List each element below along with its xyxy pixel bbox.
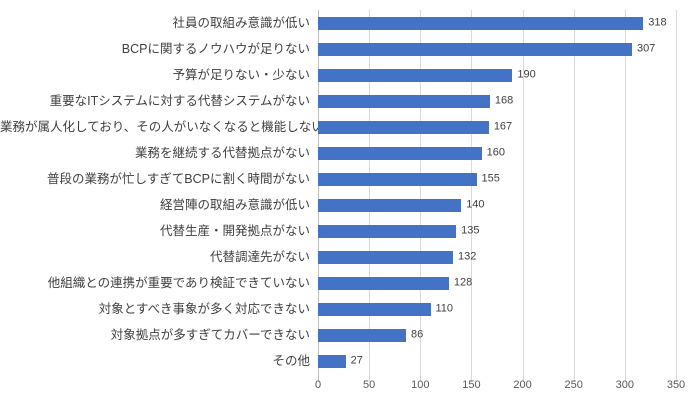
bar <box>318 302 431 316</box>
plot-area: 社員の取組み意識が低い 318 BCPに関するノウハウが足りない 307 予算が足りない… <box>0 10 676 374</box>
x-tick-label: 50 <box>363 379 376 391</box>
chart-row: その他 27 <box>0 348 676 374</box>
bar <box>318 198 462 212</box>
chart-row: 代替調達先がない 132 <box>0 244 676 270</box>
chart-row: BCPに関するノウハウが足りない 307 <box>0 36 676 62</box>
x-tick-label: 150 <box>462 379 481 391</box>
bar-track: 155 <box>318 172 676 186</box>
value-label: 318 <box>648 16 667 29</box>
bar <box>318 16 644 30</box>
category-label: 対象拠点が多すぎてカバーできない <box>110 327 310 342</box>
bar-track: 190 <box>318 68 676 82</box>
category-label: BCPに関するノウハウが足りない <box>121 41 310 56</box>
category-label: 普段の業務が忙しすぎてBCPに割く時間がない <box>47 171 310 186</box>
x-tick-label: 200 <box>513 379 532 391</box>
x-tick-label: 100 <box>411 379 430 391</box>
chart-row: 普段の業務が忙しすぎてBCPに割く時間がない 155 <box>0 166 676 192</box>
chart-row: 重要なITシステムに対する代替システムがない 168 <box>0 88 676 114</box>
category-label: 代替生産・開発拠点がない <box>159 223 310 238</box>
gridline <box>471 10 473 382</box>
bar <box>318 68 513 82</box>
value-label: 190 <box>517 68 536 81</box>
bar-track: 128 <box>318 276 676 290</box>
chart-row: 他組織との連携が重要であり検証できていない 128 <box>0 270 676 296</box>
category-label: 他組織との連携が重要であり検証できていない <box>47 275 310 290</box>
value-label: 168 <box>494 94 514 107</box>
category-label: 予算が足りない・少ない <box>172 67 310 82</box>
category-label: 経営陣の取組み意識が低い <box>159 197 310 212</box>
value-label: 128 <box>453 276 473 289</box>
bar-track: 168 <box>318 94 676 108</box>
bar-track: 318 <box>318 16 676 30</box>
x-tick-label: 250 <box>564 379 583 391</box>
category-label: 業務が属人化しており、その人がいなくなると機能しない <box>0 119 324 134</box>
bar <box>318 94 490 108</box>
gridline <box>369 10 371 382</box>
bar-track: 167 <box>318 120 676 134</box>
bar <box>318 276 449 290</box>
bar-track: 307 <box>318 42 676 56</box>
bar <box>318 120 489 134</box>
bar <box>318 172 477 186</box>
value-label: 135 <box>461 224 480 237</box>
bar-track: 160 <box>318 146 676 160</box>
bar-track: 140 <box>318 198 676 212</box>
gridline <box>676 10 677 382</box>
bar <box>318 250 454 264</box>
x-axis: 0 50 100 150 200 250 300 350 <box>314 379 685 396</box>
value-label: 167 <box>493 120 513 133</box>
bar-track: 27 <box>318 354 676 368</box>
gridline <box>420 10 422 382</box>
value-label: 27 <box>350 354 363 367</box>
category-label: 代替調達先がない <box>209 249 310 264</box>
bar-track: 132 <box>318 250 676 264</box>
x-tick-label: 0 <box>314 379 322 391</box>
chart-row: 経営陣の取組み意識が低い 140 <box>0 192 676 218</box>
chart-row: 予算が足りない・少ない 190 <box>0 62 676 88</box>
x-tick-label: 300 <box>615 379 635 391</box>
bar <box>318 224 457 238</box>
bar <box>318 42 633 56</box>
gridline <box>522 10 524 382</box>
bar <box>318 354 346 368</box>
chart-row: 社員の取組み意識が低い 318 <box>0 10 676 36</box>
y-axis-line <box>318 10 319 382</box>
value-label: 307 <box>637 42 656 55</box>
value-label: 160 <box>486 146 506 159</box>
bar-track: 135 <box>318 224 676 238</box>
category-label: 社員の取組み意識が低い <box>172 15 310 30</box>
value-label: 110 <box>435 302 454 315</box>
bar <box>318 328 406 342</box>
gridline <box>573 10 575 382</box>
value-label: 155 <box>481 172 500 185</box>
chart-row: 対象拠点が多すぎてカバーできない 86 <box>0 322 676 348</box>
value-label: 140 <box>466 198 485 211</box>
gridline <box>624 10 626 382</box>
x-tick-label: 350 <box>666 379 686 391</box>
chart-row: 業務が属人化しており、その人がいなくなると機能しない 167 <box>0 114 676 140</box>
category-label: 対象とすべき事象が多く対応できない <box>98 301 310 316</box>
category-label: 重要なITシステムに対する代替システムがない <box>49 93 310 108</box>
chart-row: 代替生産・開発拠点がない 135 <box>0 218 676 244</box>
value-label: 132 <box>458 250 477 263</box>
value-label: 86 <box>410 328 424 341</box>
gridlines <box>318 10 677 382</box>
chart-row: 対象とすべき事象が多く対応できない 110 <box>0 296 676 322</box>
category-label: 業務を継続する代替拠点がない <box>134 145 310 160</box>
bar <box>318 146 482 160</box>
category-label: その他 <box>272 353 310 368</box>
bar-track: 86 <box>318 328 676 342</box>
bar-track: 110 <box>318 302 676 316</box>
chart-row: 業務を継続する代替拠点がない 160 <box>0 140 676 166</box>
